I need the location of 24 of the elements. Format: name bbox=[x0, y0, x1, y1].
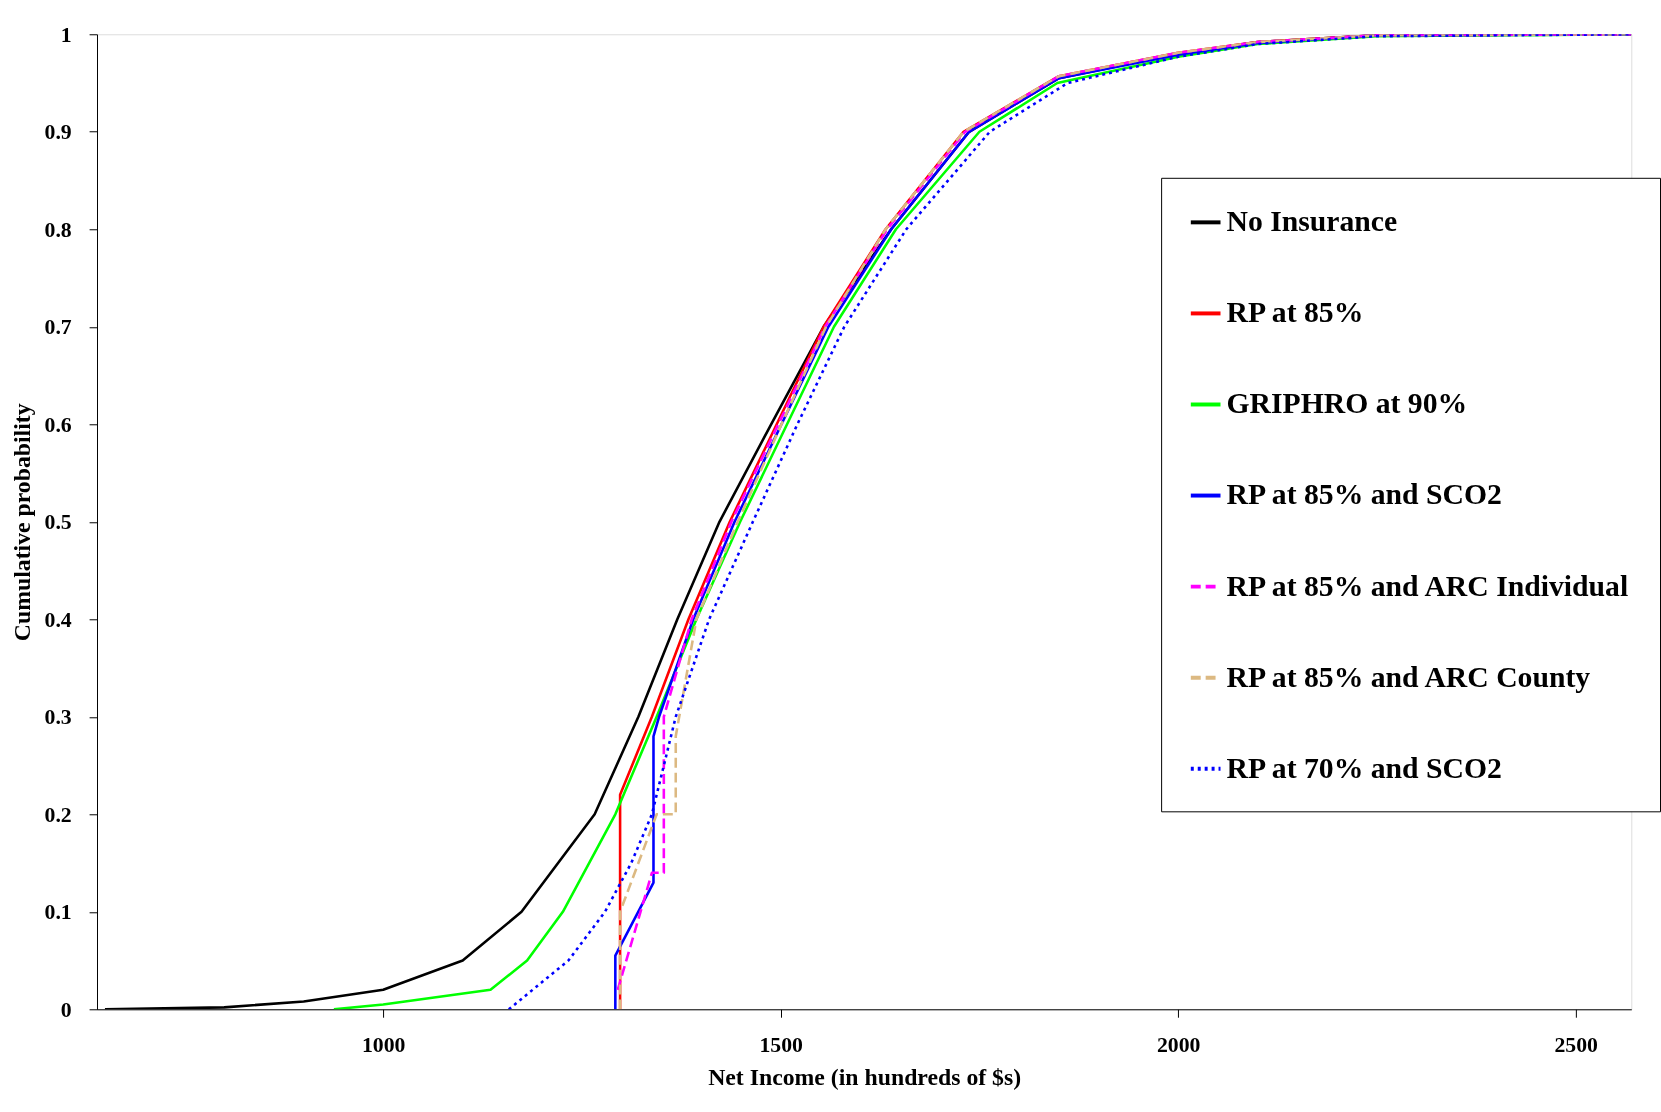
x-tick-label: 2000 bbox=[1156, 1033, 1201, 1058]
y-tick-label: 0.5 bbox=[44, 510, 72, 535]
y-tick-label: 0.9 bbox=[44, 120, 72, 145]
legend-label: RP at 85% and SCO2 bbox=[1226, 478, 1502, 511]
y-tick-label: 0.7 bbox=[44, 315, 72, 340]
x-tick-label: 2500 bbox=[1554, 1033, 1599, 1058]
x-tick-label: 1000 bbox=[361, 1033, 406, 1058]
legend-label: RP at 85% and ARC Individual bbox=[1226, 569, 1629, 602]
y-tick-label: 0.2 bbox=[44, 802, 72, 827]
y-tick-label: 0 bbox=[60, 997, 72, 1022]
y-tick-label: 0.8 bbox=[44, 217, 72, 242]
y-tick-label: 1 bbox=[60, 22, 72, 47]
legend-label: GRIPHRO at 90% bbox=[1226, 387, 1468, 420]
y-tick-label: 0.3 bbox=[44, 705, 72, 730]
y-tick-label: 0.1 bbox=[44, 900, 72, 925]
x-tick-label: 1500 bbox=[759, 1033, 804, 1058]
legend-label: No Insurance bbox=[1226, 205, 1398, 238]
legend-label: RP at 70% and SCO2 bbox=[1226, 751, 1502, 784]
y-tick-label: 0.6 bbox=[44, 412, 72, 437]
y-axis-title: Cumulative probability bbox=[8, 403, 35, 642]
y-tick-label: 0.4 bbox=[44, 607, 72, 632]
legend-label: RP at 85% bbox=[1226, 296, 1364, 329]
legend-label: RP at 85% and ARC County bbox=[1226, 660, 1591, 693]
x-axis-title: Net Income (in hundreds of $s) bbox=[708, 1064, 1022, 1091]
